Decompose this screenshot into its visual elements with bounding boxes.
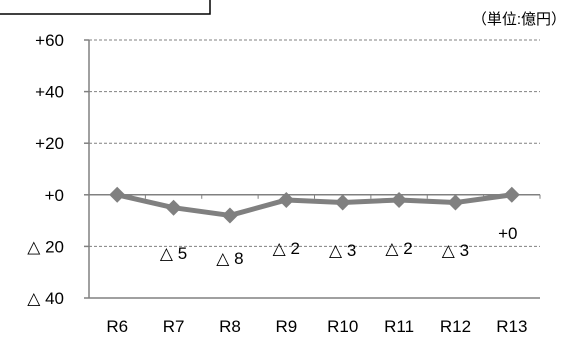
callout-box-edge [0,0,211,15]
x-tick-label: R11 [384,317,414,336]
data-label: △ 8 [216,249,243,268]
x-tick-label: R9 [275,317,297,336]
data-label: △ 2 [385,239,412,258]
axes [84,39,541,299]
data-point [109,186,126,203]
y-tick-label: △ 40 [27,289,64,308]
unit-label: （単位:億円） [472,11,566,28]
data-label: +0 [498,224,517,243]
data-point [165,199,182,216]
y-tick-label: △ 20 [27,237,64,256]
data-point [503,186,520,203]
y-tick-label: +60 [35,31,64,50]
data-point [221,207,238,224]
data-labels: △ 5 △ 8 △ 2 △ 3 △ 2 △ 3 +0 [160,224,518,268]
data-point [278,191,295,208]
x-tick-label: R10 [327,317,358,336]
x-tick-label: R13 [496,317,527,336]
x-tick-label: R8 [219,317,241,336]
data-label: △ 5 [160,244,187,263]
data-label: △ 3 [442,241,469,260]
x-tick-labels: R6 R7 R8 R9 R10 R11 R12 R13 [106,317,527,336]
series-line [116,192,513,218]
gridlines [89,39,540,247]
series-line-path [116,192,513,218]
y-tick-labels: +60 +40 +20 +0 △ 20 △ 40 [27,31,64,308]
data-point [447,194,464,211]
x-tick-label: R12 [440,317,471,336]
data-point [391,191,408,208]
y-tick-label: +0 [45,186,64,205]
x-tick-label: R6 [106,317,128,336]
data-label: △ 2 [273,239,300,258]
y-tick-label: +20 [35,134,64,153]
series-markers [109,186,520,224]
x-tick-label: R7 [163,317,185,336]
data-point [334,194,351,211]
y-tick-label: +40 [35,83,64,102]
data-label: △ 3 [329,241,356,260]
